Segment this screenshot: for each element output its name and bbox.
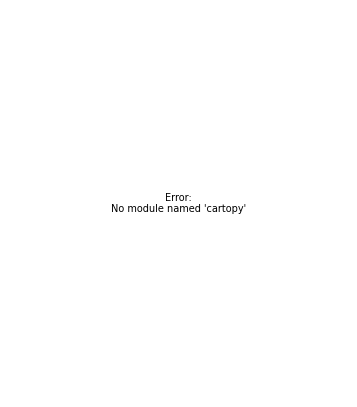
- Text: Error:
No module named 'cartopy': Error: No module named 'cartopy': [111, 193, 246, 214]
